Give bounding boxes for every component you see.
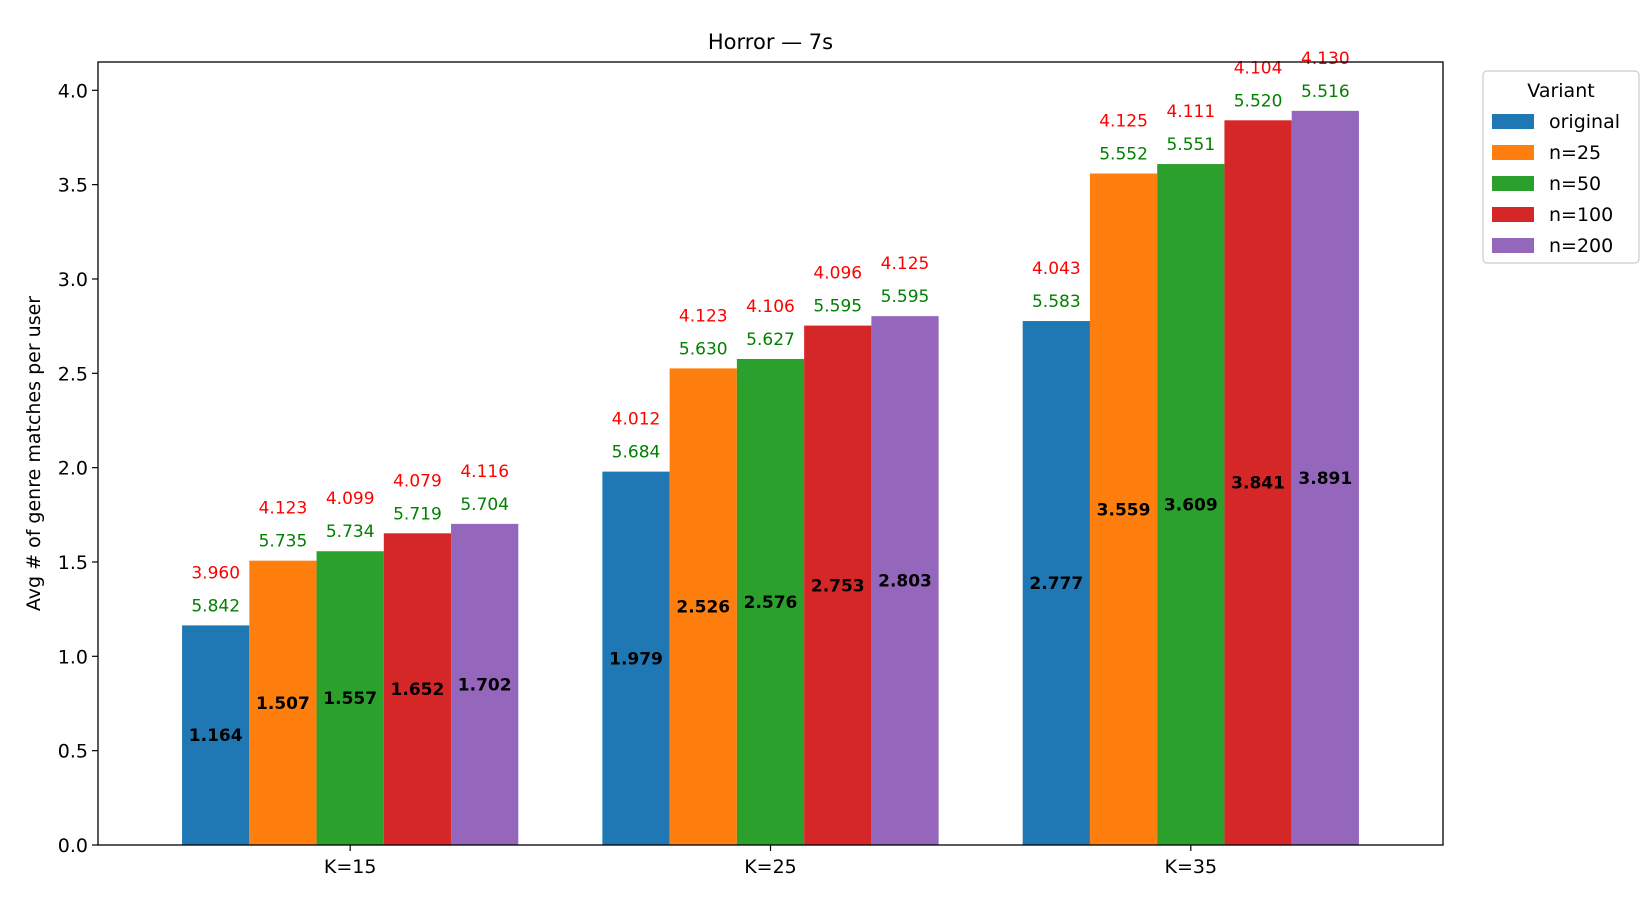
bar <box>602 471 670 845</box>
bar-value-label: 3.609 <box>1164 496 1218 516</box>
bar-value-label: 1.702 <box>458 675 512 695</box>
chart-title: Horror — 7s <box>708 30 833 54</box>
legend-swatch <box>1492 176 1534 191</box>
tertiary-value-label: 3.960 <box>191 563 240 583</box>
y-tick-label: 0.5 <box>58 741 88 763</box>
y-tick-label: 4.0 <box>58 80 88 102</box>
secondary-value-label: 5.630 <box>679 339 728 359</box>
secondary-value-label: 5.684 <box>612 443 661 463</box>
bar-value-label: 1.557 <box>323 689 377 709</box>
bar <box>1089 173 1158 846</box>
bar-value-label: 2.526 <box>676 598 730 618</box>
tertiary-value-label: 4.111 <box>1166 102 1215 122</box>
x-tick-label: K=25 <box>744 856 797 878</box>
tertiary-value-label: 4.125 <box>1099 112 1148 132</box>
y-tick-label: 3.0 <box>58 269 88 291</box>
bar <box>383 533 452 845</box>
y-axis-title: Avg # of genre matches per user <box>23 296 45 611</box>
legend: Variant original n=25 n=50 n=100 n=200 <box>1482 70 1640 264</box>
bar-value-label: 1.652 <box>391 680 445 700</box>
axes-layer: 0.0 0.5 1.0 1.5 2.0 2.5 3.0 3.5 4.0 K=15 K=25 K=35 <box>58 61 1444 878</box>
bar-value-label: 2.576 <box>744 593 798 613</box>
bar-value-label: 1.979 <box>609 649 663 669</box>
secondary-value-label: 5.842 <box>191 596 240 616</box>
secondary-value-label: 5.719 <box>393 504 442 524</box>
bar <box>249 560 317 845</box>
legend-label: n=50 <box>1549 173 1601 195</box>
y-tick-label: 3.5 <box>58 175 88 197</box>
tertiary-value-label: 4.096 <box>813 264 862 284</box>
x-tick-label: K=15 <box>324 856 377 878</box>
y-tick-label: 1.5 <box>58 552 88 574</box>
secondary-value-label: 5.583 <box>1032 292 1081 312</box>
bar-value-label: 1.164 <box>189 726 243 746</box>
bar-value-label: 3.559 <box>1097 500 1151 520</box>
secondary-value-label: 5.735 <box>259 532 308 552</box>
y-tick-label: 2.0 <box>58 458 88 480</box>
bar <box>182 625 250 845</box>
bar-value-label: 3.891 <box>1298 469 1352 489</box>
legend-label: n=25 <box>1549 142 1601 164</box>
secondary-value-label: 5.551 <box>1166 135 1215 155</box>
tertiary-value-label: 4.099 <box>326 489 375 509</box>
data-labels-layer: 1.164 5.842 3.960 1.979 5.684 4.012 2.777 5.583… <box>189 49 1352 746</box>
tertiary-value-label: 4.123 <box>259 499 308 519</box>
bar-value-label: 2.777 <box>1029 574 1083 594</box>
bar-value-label: 2.803 <box>878 572 932 592</box>
bars-layer <box>182 110 1359 846</box>
tertiary-value-label: 4.130 <box>1301 49 1350 69</box>
bar <box>451 523 519 845</box>
bar <box>804 325 872 845</box>
tertiary-value-label: 4.106 <box>746 297 795 317</box>
tertiary-value-label: 4.079 <box>393 471 442 491</box>
bar <box>316 551 384 845</box>
secondary-value-label: 5.734 <box>326 522 375 542</box>
bar <box>1224 120 1292 846</box>
bar-value-label: 3.841 <box>1231 474 1285 494</box>
y-tick-label: 1.0 <box>58 646 88 668</box>
tertiary-value-label: 4.012 <box>612 410 661 430</box>
legend-swatch <box>1492 145 1534 160</box>
bar-value-label: 2.753 <box>811 576 865 596</box>
bar-value-label: 1.507 <box>256 694 310 714</box>
tertiary-value-label: 4.123 <box>679 306 728 326</box>
legend-swatch <box>1492 114 1534 129</box>
y-tick-label: 0.0 <box>58 835 88 857</box>
tertiary-value-label: 4.043 <box>1032 259 1081 279</box>
tertiary-value-label: 4.125 <box>881 254 930 274</box>
secondary-value-label: 5.516 <box>1301 82 1350 102</box>
legend-title: Variant <box>1527 80 1594 102</box>
bar <box>1157 164 1225 846</box>
bar <box>871 316 939 846</box>
bar <box>1291 110 1359 845</box>
y-tick-label: 2.5 <box>58 363 88 385</box>
secondary-value-label: 5.627 <box>746 330 795 350</box>
legend-swatch <box>1492 207 1534 222</box>
secondary-value-label: 5.520 <box>1234 91 1283 111</box>
bar <box>1022 321 1090 845</box>
legend-swatch <box>1492 238 1534 253</box>
x-tick-label: K=35 <box>1165 856 1218 878</box>
tertiary-value-label: 4.116 <box>460 462 509 482</box>
legend-label: original <box>1549 111 1620 133</box>
secondary-value-label: 5.595 <box>881 287 930 307</box>
legend-label: n=200 <box>1549 235 1613 257</box>
tertiary-value-label: 4.104 <box>1234 58 1283 78</box>
secondary-value-label: 5.552 <box>1099 145 1148 165</box>
secondary-value-label: 5.704 <box>460 495 509 515</box>
bar <box>669 368 737 845</box>
secondary-value-label: 5.595 <box>813 297 862 317</box>
legend-label: n=100 <box>1549 204 1613 226</box>
bar <box>736 358 805 845</box>
